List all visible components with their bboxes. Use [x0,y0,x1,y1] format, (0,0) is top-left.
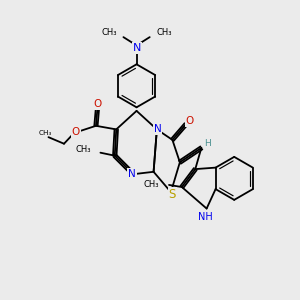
Text: CH₃: CH₃ [143,180,159,189]
Text: CH₃: CH₃ [75,145,91,154]
Text: S: S [168,188,176,201]
Text: N: N [154,124,161,134]
Text: O: O [185,116,194,126]
Text: H: H [205,139,211,148]
Text: N: N [128,169,136,179]
Text: CH₃: CH₃ [157,28,172,37]
Text: O: O [72,128,80,137]
Text: CH₃: CH₃ [38,130,52,136]
Text: NH: NH [198,212,212,223]
Text: O: O [93,99,102,109]
Text: N: N [132,43,141,53]
Text: CH₃: CH₃ [101,28,117,37]
